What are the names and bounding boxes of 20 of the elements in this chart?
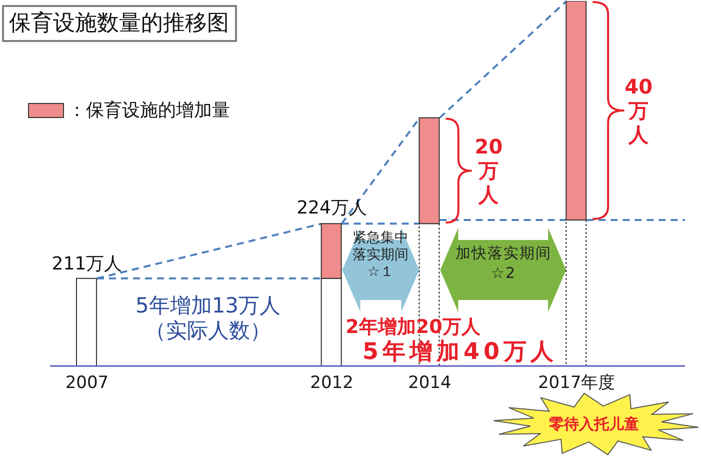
annotation: 40万人 [624, 74, 653, 146]
annotation: 2年增加20万人 [346, 316, 482, 338]
x-tick-label: 2014 [408, 373, 452, 394]
x-tick-label: 2012 [310, 373, 354, 394]
annotation: 5年增加40万人 [362, 339, 558, 365]
x-tick-label: 2017年度 [538, 373, 616, 394]
annotation: 紧急集中落实期间☆１ [352, 230, 408, 280]
x-tick-label: 2007 [65, 373, 109, 394]
text: 保育设施数量的推移图 [2, 5, 237, 42]
bar [418, 117, 440, 224]
bar [76, 278, 97, 366]
legend-label: ：保育设施的增加量 [68, 99, 230, 122]
bar [566, 220, 587, 366]
bar [566, 1, 587, 220]
annotation: 加快落实期间☆2 [456, 244, 552, 282]
annotation: 5年增加13万人（实际人数） [135, 294, 281, 342]
text: 零待入托儿童 [549, 415, 639, 433]
annotation: 211万人 [52, 252, 122, 274]
annotation: 20万人 [474, 134, 503, 207]
annotation: 224万人 [296, 197, 367, 218]
